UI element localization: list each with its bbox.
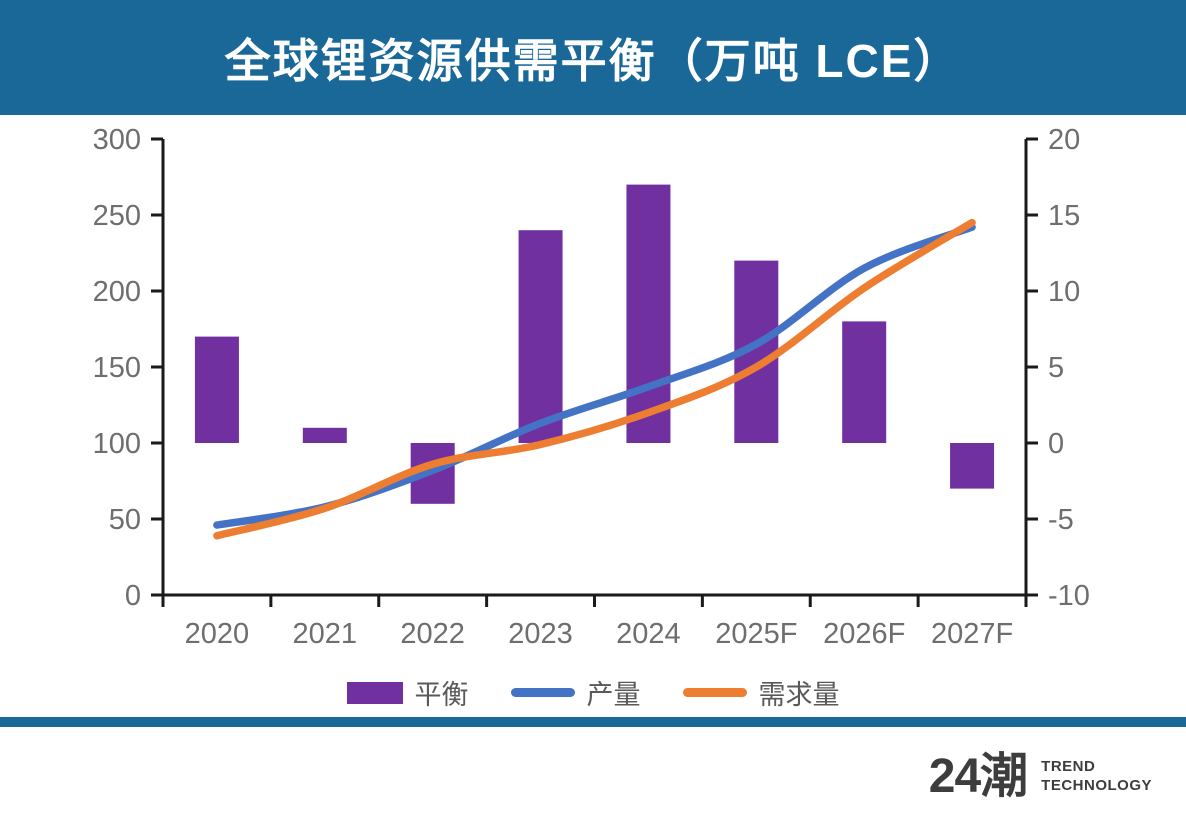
legend-label-balance: 平衡: [414, 680, 469, 710]
x-axis-category-label: 2025F: [715, 618, 797, 650]
left-axis-tick-label: 300: [93, 124, 141, 156]
left-axis-tick-label: 50: [109, 504, 141, 536]
right-axis-tick-label: 20: [1048, 124, 1080, 156]
bar-balance-2024: [626, 184, 671, 443]
x-axis-category-label: 2027F: [931, 618, 1013, 650]
x-axis-category-label: 2021: [293, 618, 358, 650]
brand-tagline: TREND TECHNOLOGY: [1041, 758, 1152, 796]
brand-logo: 24潮 TREND TECHNOLOGY: [928, 749, 1152, 803]
x-axis-category-label: 2023: [508, 618, 573, 650]
bar-balance-2020: [194, 336, 239, 443]
legend-item-production: 产量: [510, 673, 641, 712]
footer: 24潮 TREND TECHNOLOGY: [0, 727, 1186, 826]
right-axis-tick-label: -10: [1048, 580, 1090, 612]
left-axis-tick-label: 150: [93, 352, 141, 384]
right-axis-tick-label: 0: [1048, 428, 1064, 460]
legend-swatch-balance: [346, 681, 403, 704]
bar-balance-2027F: [950, 443, 995, 489]
bar-balance-2021: [302, 427, 347, 443]
left-axis-tick-label: 200: [93, 276, 141, 308]
right-axis-tick-label: 15: [1048, 200, 1080, 232]
brand-logo-text: 24潮: [928, 749, 1028, 803]
bar-balance-2023: [518, 230, 563, 443]
line-demand: [213, 218, 976, 540]
left-axis-tick-label: 100: [93, 428, 141, 460]
legend-swatch-demand: [682, 688, 747, 697]
brand-tagline-line2: TECHNOLOGY: [1041, 776, 1152, 794]
chart-area: 0 50 100 150 200 250 300 -10 -5 0 5 10 15 20 2020 2021 2…: [0, 115, 1186, 717]
x-axis-category-label: 2026F: [823, 618, 905, 650]
legend-label-demand: 需求量: [758, 680, 840, 710]
x-axis-category-label: 2024: [616, 618, 681, 650]
legend-item-balance: 平衡: [346, 673, 469, 712]
separator-bar: [0, 717, 1186, 727]
bar-balance-2026F: [842, 321, 887, 443]
right-axis-tick-label: 5: [1048, 352, 1064, 384]
legend-item-demand: 需求量: [682, 673, 840, 712]
left-axis-tick-label: 0: [125, 580, 141, 612]
right-axis-tick-label: 10: [1048, 276, 1080, 308]
x-axis-category-label: 2020: [185, 618, 250, 650]
title-bar: 全球锂资源供需平衡（万吨 LCE）: [0, 0, 1186, 115]
right-axis-tick-label: -5: [1048, 504, 1074, 536]
x-axis-category-label: 2022: [400, 618, 465, 650]
chart-title: 全球锂资源供需平衡（万吨 LCE）: [224, 34, 962, 87]
brand-tagline-line1: TREND: [1041, 757, 1096, 775]
chart-legend: 平衡 产量 需求量: [0, 673, 1186, 712]
legend-swatch-production: [510, 688, 575, 697]
left-axis-tick-label: 250: [93, 200, 141, 232]
legend-label-production: 产量: [586, 680, 641, 710]
